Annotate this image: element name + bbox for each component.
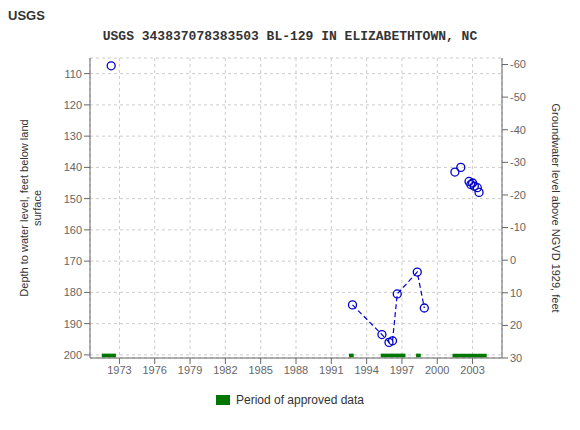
- svg-text:1979: 1979: [178, 364, 202, 376]
- svg-text:170: 170: [64, 255, 82, 267]
- svg-text:120: 120: [64, 99, 82, 111]
- svg-text:110: 110: [64, 68, 82, 80]
- svg-text:1991: 1991: [319, 364, 343, 376]
- html-text:USGS 343837078383503 BL-129 IN: USGS 343837078383503 BL-129 IN ELIZABETH…: [102, 29, 478, 44]
- svg-text:200: 200: [64, 349, 82, 361]
- svg-text:190: 190: [64, 318, 82, 330]
- svg-text:1973: 1973: [107, 364, 131, 376]
- svg-text:180: 180: [64, 286, 82, 298]
- svg-text:0: 0: [510, 254, 516, 266]
- svg-text:1997: 1997: [390, 364, 414, 376]
- svg-text:-10: -10: [510, 221, 526, 233]
- html-text:Period of approved data: Period of approved data: [236, 393, 364, 407]
- svg-text:2003: 2003: [460, 364, 484, 376]
- svg-text:140: 140: [64, 161, 82, 173]
- svg-text:Groundwater level above NGVD 1: Groundwater level above NGVD 1929, feet: [550, 103, 562, 312]
- svg-text:10: 10: [510, 287, 522, 299]
- svg-text:130: 130: [64, 130, 82, 142]
- svg-text:160: 160: [64, 224, 82, 236]
- svg-text:-60: -60: [510, 58, 526, 70]
- svg-text:-20: -20: [510, 189, 526, 201]
- svg-text:1994: 1994: [354, 364, 378, 376]
- html-text:USGS: USGS: [8, 8, 45, 23]
- svg-text:1982: 1982: [213, 364, 237, 376]
- svg-text:150: 150: [64, 193, 82, 205]
- svg-text:-30: -30: [510, 156, 526, 168]
- svg-text:2000: 2000: [425, 364, 449, 376]
- svg-text:1985: 1985: [248, 364, 272, 376]
- svg-text:1976: 1976: [143, 364, 167, 376]
- svg-text:20: 20: [510, 319, 522, 331]
- svg-text:Depth to water level, feet bel: Depth to water level, feet below landsur…: [18, 119, 43, 296]
- svg-text:-50: -50: [510, 91, 526, 103]
- svg-text:30: 30: [510, 352, 522, 364]
- svg-text:-40: -40: [510, 124, 526, 136]
- svg-text:1988: 1988: [284, 364, 308, 376]
